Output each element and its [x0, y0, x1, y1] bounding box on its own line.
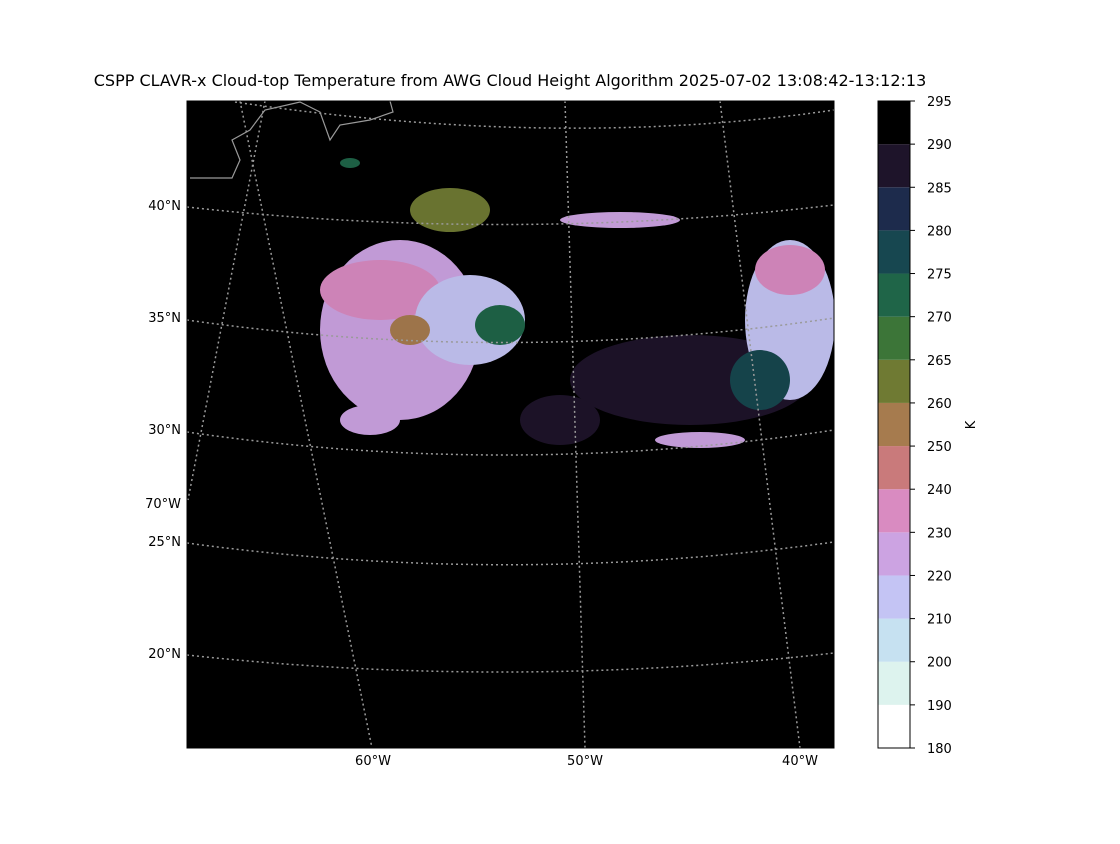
colorbar-tick-label: 190	[927, 699, 952, 714]
colorbar-tick-label: 240	[927, 483, 952, 498]
coastline	[190, 101, 394, 179]
title: CSPP CLAVR-x Cloud-top Temperature from …	[94, 71, 927, 90]
lon-label: 60°W	[355, 754, 391, 769]
colorbar-tick-label: 280	[927, 224, 952, 239]
colorbar-segment	[878, 618, 910, 662]
colorbar-segment	[878, 273, 910, 317]
lat-label: 35°N	[148, 311, 181, 326]
colorbar-frame	[877, 100, 911, 749]
colorbar-segment	[878, 489, 910, 533]
colorbar: 180 190 200 210 220 230 240 250 260 265 270 275 280 2…	[877, 95, 952, 757]
lon-label: 50°W	[567, 754, 603, 769]
colorbar-segment	[878, 230, 910, 274]
map-frame	[186, 100, 835, 749]
lat-label: 30°N	[148, 423, 181, 438]
colorbar-tick-label: 265	[927, 354, 952, 369]
colorbar-segment	[878, 575, 910, 619]
colorbar-label: K	[964, 420, 979, 429]
cloud-field	[320, 158, 834, 448]
map-background	[187, 101, 834, 748]
colorbar-segment	[878, 144, 910, 188]
lon-label: 40°W	[782, 754, 818, 769]
colorbar-tick-label: 200	[927, 656, 952, 671]
lon-label: 70°W	[145, 497, 181, 512]
colorbar-tick-label: 250	[927, 440, 952, 455]
graticule	[187, 101, 834, 748]
colorbar-tick-label: 285	[927, 181, 952, 196]
colorbar-segment	[878, 101, 910, 145]
colorbar-tick-label: 295	[927, 95, 952, 110]
colorbar-segment	[878, 704, 910, 748]
lat-label: 40°N	[148, 199, 181, 214]
colorbar-tick-label: 270	[927, 311, 952, 326]
lat-label: 25°N	[148, 535, 181, 550]
colorbar-tick-label: 230	[927, 526, 952, 541]
colorbar-tick-label: 180	[927, 742, 952, 757]
map	[187, 101, 834, 748]
colorbar-segment	[878, 316, 910, 360]
lat-label: 20°N	[148, 647, 181, 662]
colorbar-tick-label: 275	[927, 268, 952, 283]
colorbar-tick-label: 220	[927, 569, 952, 584]
colorbar-segment	[878, 402, 910, 447]
colorbar-segment	[878, 446, 910, 490]
colorbar-segment	[878, 359, 910, 403]
colorbar-segment	[878, 532, 910, 576]
colorbar-segment	[878, 187, 910, 231]
colorbar-tick-label: 290	[927, 138, 952, 153]
colorbar-tick-label: 210	[927, 613, 952, 628]
colorbar-segment	[878, 661, 910, 705]
colorbar-tick-label: 260	[927, 397, 952, 412]
